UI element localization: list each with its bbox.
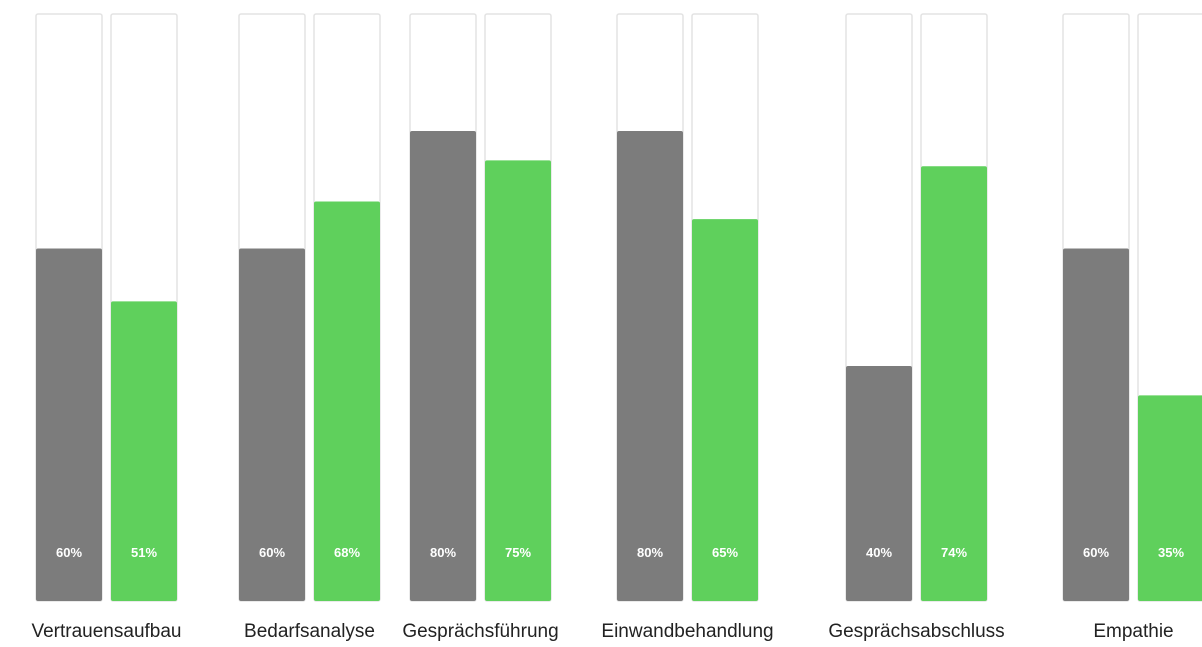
bar-vertrauensaufbau-2: [111, 301, 177, 601]
bar-vertrauensaufbau-1: [36, 248, 102, 601]
bar-einwandbehandlung-2: [692, 219, 758, 601]
bar-einwandbehandlung-1: [617, 131, 683, 601]
value-label: 60%: [259, 545, 285, 560]
bar-bedarfsanalyse-1: [239, 248, 305, 601]
value-label: 51%: [131, 545, 157, 560]
category-label-gesprachsabschluss: Gesprächsabschluss: [828, 621, 1004, 642]
category-label-vertrauensaufbau: Vertrauensaufbau: [31, 621, 181, 642]
value-label: 35%: [1158, 545, 1184, 560]
bar-gesprachsabschluss-2: [921, 166, 987, 601]
value-label: 80%: [637, 545, 663, 560]
value-labels: 60% 51% 60% 68% 80% 75% 80% 65% 40% 74% 60% 35%: [56, 545, 1184, 560]
value-label: 68%: [334, 545, 360, 560]
bar-empathie-1: [1063, 248, 1129, 601]
value-label: 60%: [1083, 545, 1109, 560]
bar-bedarfsanalyse-2: [314, 201, 380, 601]
value-label: 75%: [505, 545, 531, 560]
bars: [36, 131, 1202, 601]
bar-empathie-2: [1138, 395, 1202, 601]
value-label: 65%: [712, 545, 738, 560]
value-label: 40%: [866, 545, 892, 560]
value-label: 80%: [430, 545, 456, 560]
category-label-bedarfsanalyse: Bedarfsanalyse: [244, 621, 375, 642]
value-label: 60%: [56, 545, 82, 560]
category-labels: Vertrauensaufbau Bedarfsanalyse Gesprächsf…: [31, 621, 1173, 642]
category-label-empathie: Empathie: [1093, 621, 1173, 642]
category-label-einwandbehandlung: Einwandbehandlung: [601, 621, 773, 642]
value-label: 74%: [941, 545, 967, 560]
bar-gesprachsabschluss-1: [846, 366, 912, 601]
category-label-gesprachsfuhrung: Gesprächsführung: [402, 621, 558, 642]
bar-gesprachsfuhrung-2: [485, 160, 551, 601]
bar-gesprachsfuhrung-1: [410, 131, 476, 601]
